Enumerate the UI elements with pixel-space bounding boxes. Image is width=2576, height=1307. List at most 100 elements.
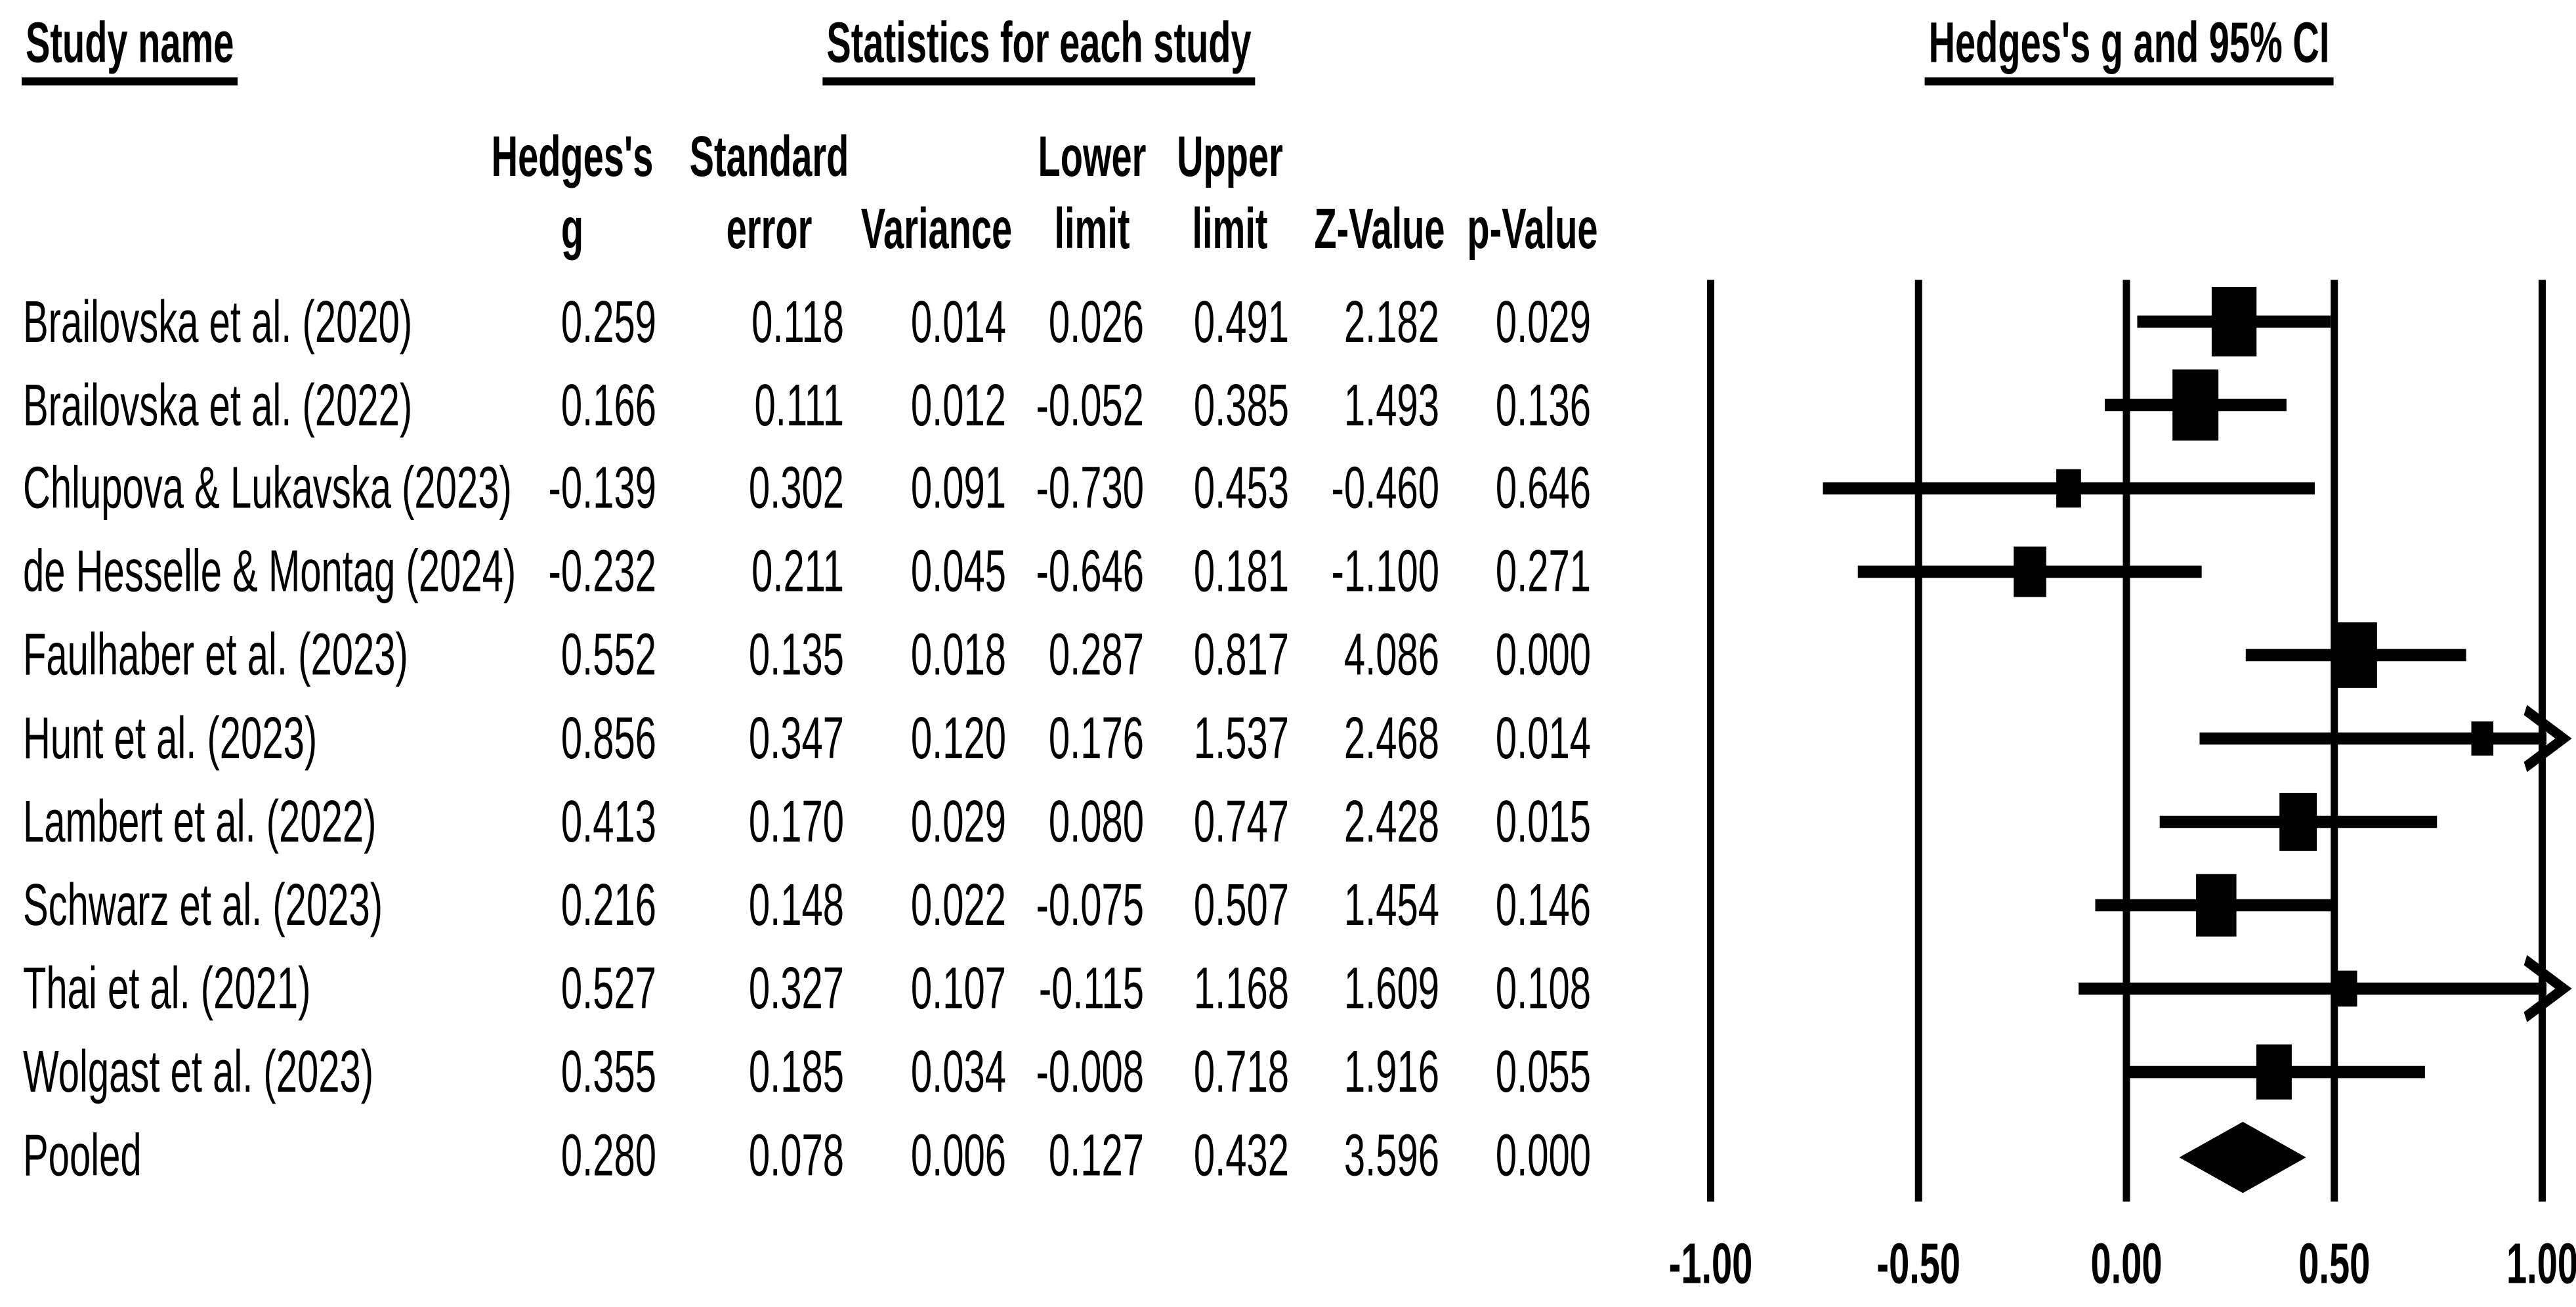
study-name-cell: Pooled (23, 1122, 142, 1189)
effect-square (2334, 622, 2377, 688)
g-value-cell: 0.413 (560, 788, 656, 855)
lower-value-cell: -0.730 (1036, 455, 1144, 522)
effect-square (2211, 287, 2257, 356)
column-header: Standard error (651, 120, 887, 265)
g-value-cell: 0.259 (560, 288, 656, 355)
pooled-diamond (2179, 1121, 2306, 1193)
upper-value-cell: 0.817 (1193, 622, 1289, 689)
effect-square (2196, 874, 2237, 937)
z-value-cell: 2.428 (1343, 788, 1439, 855)
lower-value-cell: 0.287 (1048, 622, 1144, 689)
se-value-cell: 0.327 (748, 955, 844, 1022)
ci-arrow-right-icon (2523, 704, 2572, 773)
se-value-cell: 0.135 (748, 622, 844, 689)
effect-square (2256, 1044, 2292, 1100)
z-value-cell: 1.916 (1343, 1039, 1439, 1105)
se-value-cell: 0.185 (748, 1039, 844, 1105)
column-header-line2: Z-Value (1314, 196, 1445, 261)
z-value-cell: 4.086 (1343, 622, 1439, 689)
g-value-cell: 0.552 (560, 622, 656, 689)
column-header-line1: Lower (1038, 124, 1147, 188)
effect-square (2172, 369, 2219, 441)
g-value-cell: 0.280 (560, 1122, 656, 1189)
z-value-cell: 1.609 (1343, 955, 1439, 1022)
p-value-cell: 0.646 (1495, 455, 1591, 522)
column-header: Lower limit (974, 120, 1210, 265)
p-value-cell: 0.014 (1495, 705, 1591, 772)
column-header-line2: Variance (860, 196, 1013, 261)
se-value-cell: 0.302 (748, 455, 844, 522)
upper-value-cell: 1.168 (1193, 955, 1289, 1022)
x-axis-tick-label: 0.00 (2090, 1231, 2163, 1296)
variance-value-cell: 0.107 (910, 955, 1006, 1022)
variance-value-cell: 0.022 (910, 872, 1006, 939)
g-value-cell: 0.166 (560, 372, 656, 439)
variance-value-cell: 0.006 (910, 1122, 1006, 1189)
study-name-cell: Brailovska et al. (2022) (23, 372, 413, 439)
column-header-line2: g (560, 196, 584, 261)
x-axis-tick-label: 1.00 (2506, 1231, 2576, 1296)
p-value-cell: 0.015 (1495, 788, 1591, 855)
lower-value-cell: 0.127 (1048, 1122, 1144, 1189)
column-header: p-Value (1414, 120, 1651, 265)
study-name-cell: Schwarz et al. (2023) (23, 872, 383, 939)
se-value-cell: 0.211 (751, 538, 844, 605)
se-value-cell: 0.078 (748, 1122, 844, 1189)
g-value-cell: 0.856 (560, 705, 656, 772)
p-value-cell: 0.000 (1495, 622, 1591, 689)
study-name-cell: Hunt et al. (2023) (23, 705, 318, 772)
column-header: Hedges's g (454, 120, 690, 265)
upper-value-cell: 1.537 (1193, 705, 1289, 772)
z-value-cell: -1.100 (1331, 538, 1439, 605)
g-value-cell: 0.355 (560, 1039, 656, 1105)
stats-title: Statistics for each study (822, 11, 1256, 86)
column-header: Z-Value (1261, 120, 1498, 265)
study-name-cell: Wolgast et al. (2023) (23, 1039, 374, 1105)
se-value-cell: 0.148 (748, 872, 844, 939)
upper-value-cell: 0.385 (1193, 372, 1289, 439)
column-header-line1: Standard (689, 124, 849, 188)
z-value-cell: 1.454 (1343, 872, 1439, 939)
variance-value-cell: 0.045 (910, 538, 1006, 605)
column-header-line2: limit (1054, 196, 1130, 261)
p-value-cell: 0.136 (1495, 372, 1591, 439)
study-name-cell: Lambert et al. (2022) (23, 788, 377, 855)
column-header: Variance (818, 120, 1055, 265)
upper-value-cell: 0.507 (1193, 872, 1289, 939)
z-value-cell: 2.468 (1343, 705, 1439, 772)
upper-value-cell: 0.491 (1193, 288, 1289, 355)
p-value-cell: 0.029 (1495, 288, 1591, 355)
x-axis-tick-label: -0.50 (1876, 1231, 1961, 1296)
effect-square (2014, 546, 2046, 597)
ci-arrow-right-icon (2523, 954, 2572, 1023)
variance-value-cell: 0.018 (910, 622, 1006, 689)
variance-value-cell: 0.014 (910, 288, 1006, 355)
study-name-cell: Faulhaber et al. (2023) (23, 622, 408, 689)
effect-square (2334, 970, 2357, 1007)
column-header-line1: Hedges's (491, 124, 654, 188)
z-value-cell: -0.460 (1331, 455, 1439, 522)
study-name-cell: Brailovska et al. (2020) (23, 288, 413, 355)
study-name-cell: de Hesselle & Montag (2024) (23, 538, 517, 605)
upper-value-cell: 0.718 (1193, 1039, 1289, 1105)
lower-value-cell: 0.080 (1048, 788, 1144, 855)
se-value-cell: 0.170 (748, 788, 844, 855)
z-value-cell: 1.493 (1343, 372, 1439, 439)
se-value-cell: 0.111 (754, 372, 844, 439)
variance-value-cell: 0.012 (910, 372, 1006, 439)
variance-value-cell: 0.034 (910, 1039, 1006, 1105)
effect-square (2471, 721, 2494, 756)
g-value-cell: 0.527 (560, 955, 656, 1022)
p-value-cell: 0.000 (1495, 1122, 1591, 1189)
se-value-cell: 0.347 (748, 705, 844, 772)
g-value-cell: 0.216 (560, 872, 656, 939)
z-value-cell: 3.596 (1343, 1122, 1439, 1189)
column-header-line2: limit (1192, 196, 1268, 261)
se-value-cell: 0.118 (751, 288, 844, 355)
study-name-title: Study name (22, 11, 238, 86)
column-header-line1: Upper (1177, 124, 1283, 188)
plot-title: Hedges's g and 95% CI (1924, 11, 2334, 86)
lower-value-cell: 0.026 (1048, 288, 1144, 355)
